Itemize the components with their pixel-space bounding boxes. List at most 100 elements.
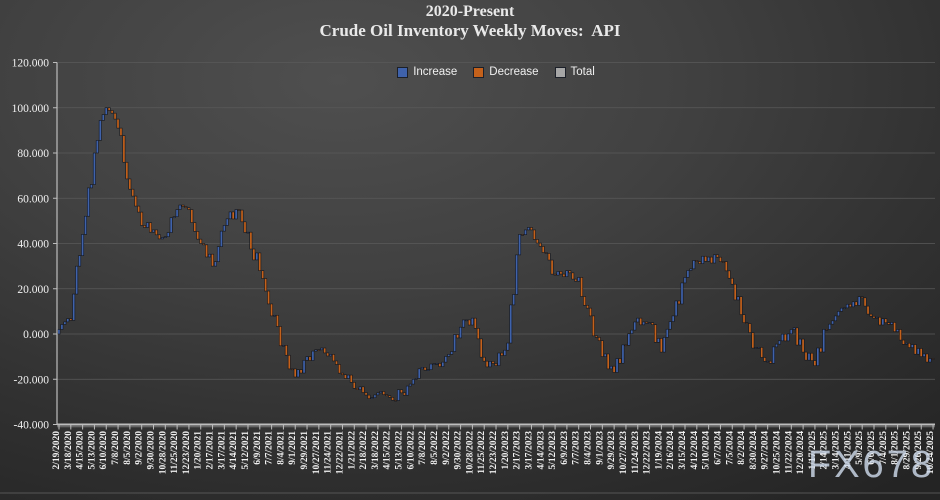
bar [261, 270, 265, 279]
bar [222, 225, 226, 232]
bar [822, 329, 826, 353]
bar [904, 342, 908, 345]
x-tick-label: 7/7/2023 [572, 431, 582, 465]
bar [240, 209, 244, 223]
bar [278, 326, 282, 347]
bar [591, 315, 595, 337]
x-tick-label: 2/18/2022 [359, 431, 369, 470]
bar [544, 252, 548, 254]
x-tick-label: 6/10/2022 [406, 431, 416, 470]
bar [615, 358, 619, 373]
bar [314, 349, 318, 352]
bar [211, 253, 214, 267]
bar [916, 348, 920, 355]
bar [651, 322, 654, 326]
bar [819, 347, 823, 353]
bar [473, 317, 477, 329]
bar [231, 211, 235, 220]
bar [627, 333, 631, 346]
bar [202, 243, 206, 246]
bar [656, 338, 660, 343]
y-tick-label: 40.000 [17, 239, 49, 251]
bar [426, 369, 430, 371]
bar [60, 324, 64, 330]
y-tick-label: 60.000 [17, 193, 49, 205]
bar [193, 222, 197, 232]
gridlines [57, 62, 935, 380]
bar [532, 229, 536, 240]
bar [346, 374, 350, 379]
bar [140, 211, 144, 226]
bar [216, 246, 220, 262]
bar [760, 347, 764, 358]
bar [727, 270, 731, 279]
x-tick-label: 1/19/2024 [654, 431, 664, 470]
bar [621, 344, 625, 364]
bar [258, 252, 262, 271]
bar [612, 365, 616, 373]
bar [485, 360, 489, 368]
bar [459, 326, 462, 339]
bar [450, 351, 454, 355]
x-tick-label: 9/26/2025 [914, 431, 924, 470]
bar [715, 254, 719, 258]
bar [606, 353, 610, 370]
bar [742, 314, 746, 323]
bar [131, 188, 135, 197]
y-tick-label: 20.000 [17, 284, 49, 296]
bar [884, 318, 888, 323]
x-tick-label: 7/5/2024 [725, 431, 735, 465]
bar [695, 260, 699, 262]
bar [639, 317, 643, 326]
bar [763, 357, 767, 362]
bar [376, 392, 380, 396]
x-tick-label: 3/17/2023 [525, 431, 535, 470]
bar [707, 256, 711, 262]
bar [444, 356, 448, 363]
bar [562, 273, 566, 277]
bar [358, 386, 362, 390]
x-tick-label: 5/12/2021 [241, 431, 251, 470]
x-tick-label: 8/5/2022 [430, 431, 440, 465]
bar [382, 391, 386, 395]
bar [414, 378, 418, 380]
bar [574, 278, 578, 282]
x-tick-label: 12/23/2022 [489, 431, 499, 475]
bottom-edge-divider [0, 492, 940, 494]
bar [89, 184, 93, 189]
bar [860, 296, 864, 299]
bar [453, 334, 457, 352]
bar [482, 356, 486, 362]
bar [87, 187, 90, 217]
bar [290, 368, 294, 371]
bar [671, 315, 675, 322]
bar [757, 347, 761, 349]
bar [718, 256, 722, 262]
bar [845, 303, 849, 309]
bar [264, 278, 268, 292]
bar [603, 353, 607, 357]
bar [479, 338, 483, 358]
bar [429, 363, 433, 370]
x-tick-label: 3/18/2022 [371, 431, 381, 470]
bar [521, 234, 525, 236]
x-tick-label: 1/21/2022 [347, 431, 357, 470]
bar [196, 231, 200, 240]
bar [57, 329, 61, 335]
x-tick-label: 5/10/2024 [702, 431, 712, 470]
bar [509, 304, 513, 344]
bar [252, 248, 256, 261]
bar [72, 293, 76, 321]
y-tick-label: 100.000 [12, 103, 50, 115]
bar [680, 282, 684, 305]
bar [116, 118, 120, 129]
bar [151, 229, 155, 233]
bar [751, 332, 755, 349]
bar [417, 368, 421, 379]
x-tick-label: 9/29/2021 [300, 431, 310, 470]
bar [78, 255, 82, 267]
x-tick-label: 6/9/2021 [253, 431, 263, 465]
bar [925, 353, 929, 363]
x-tick-label: 11/22/2024 [784, 431, 794, 474]
